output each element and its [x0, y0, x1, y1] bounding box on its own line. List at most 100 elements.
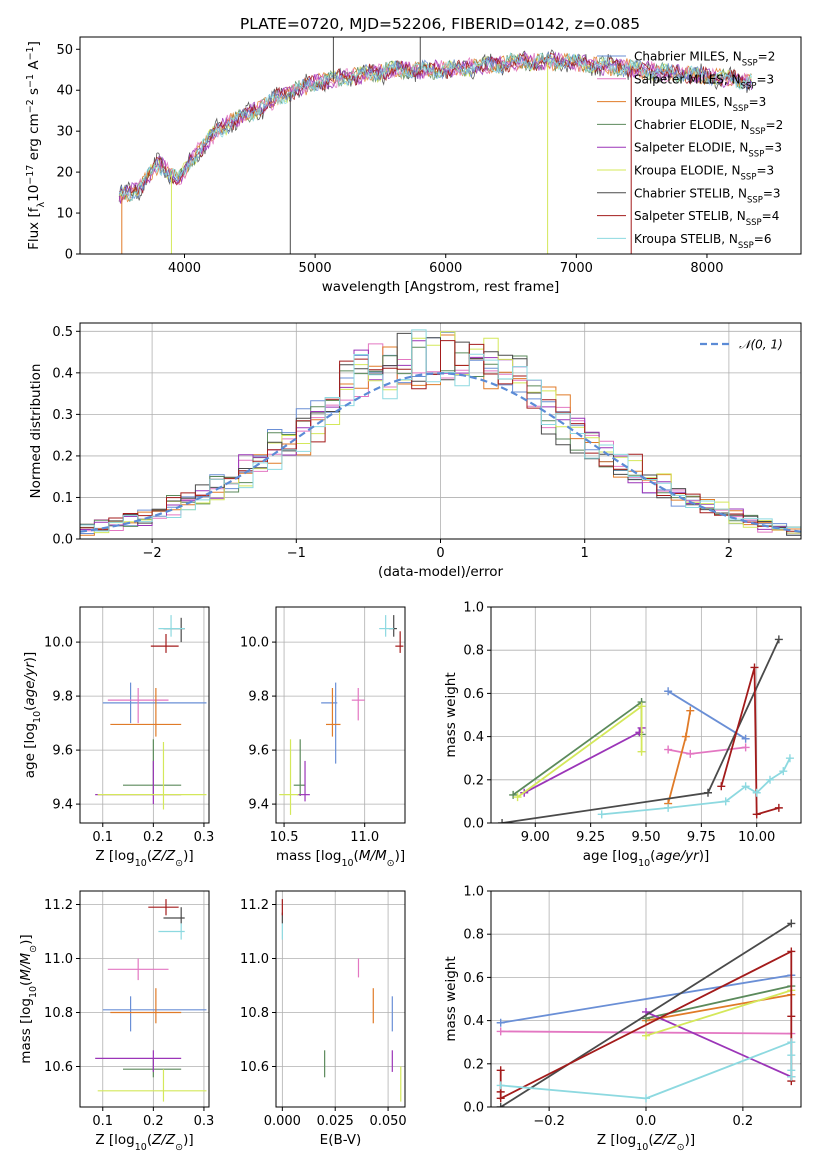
marker-kroupa_elodie — [637, 747, 646, 756]
x-tick-label: 0.3 — [194, 830, 215, 845]
y-tick-label: 9.8 — [52, 690, 73, 705]
marker-kroupa_stelib — [779, 767, 788, 776]
x-tick-label: 7000 — [560, 261, 593, 276]
legend-label: Salpeter ELODIE, NSSP=3 — [634, 141, 782, 160]
marker-kroupa_stelib — [785, 754, 794, 763]
y-tick-label: 40 — [56, 84, 73, 99]
x-axis-label: Z [log10(Z/Z⊙)] — [95, 1132, 193, 1153]
marker-salpeter_stelib — [752, 810, 761, 819]
y-axis-label: Flux [fλ10−17 erg cm−2 s−1 A−1] — [25, 41, 47, 250]
panel-mass_age: 10.5 11.0 9.4 9.6 9.8 10.0 mass [log10(M/M⊙)] — [240, 606, 406, 869]
marker-salpeter_stelib — [750, 663, 759, 672]
x-axis-label: E(B-V) — [320, 1132, 362, 1148]
x-tick-label: 0.050 — [369, 1114, 406, 1129]
axes-frame — [275, 606, 406, 824]
marker-chabrier_miles — [741, 734, 750, 743]
y-tick-label: 10.8 — [44, 1006, 73, 1021]
x-tick-label: 0.2 — [733, 1114, 754, 1129]
y-tick-label: 10.0 — [44, 636, 73, 651]
series-chabrier_stelib — [500, 922, 792, 1107]
x-tick-label: 4000 — [168, 261, 201, 276]
axes-frame — [79, 606, 210, 824]
axes-frame — [490, 890, 802, 1108]
x-tick-label: −1 — [287, 546, 306, 561]
histograms — [80, 329, 801, 536]
x-tick-label: 0.000 — [264, 1114, 301, 1129]
series-kroupa_elodie — [517, 704, 643, 798]
marker-kroupa_stelib — [642, 1094, 650, 1103]
series-chabrier_miles — [667, 690, 747, 740]
x-tick-label: 0.025 — [317, 1114, 354, 1129]
y-tick-label: 11.2 — [240, 898, 269, 913]
series-chabrier_miles — [500, 974, 792, 1024]
y-tick-label: 9.4 — [52, 798, 73, 813]
y-tick-label: 0.6 — [463, 687, 484, 702]
y-tick-label: 10.8 — [240, 1006, 269, 1021]
x-tick-label: 10.00 — [738, 830, 775, 845]
x-axis-label: wavelength [Angstrom, rest frame] — [322, 279, 560, 295]
y-tick-label: 50 — [56, 43, 73, 58]
legend: Chabrier MILES, NSSP=2 Salpeter MILES, NS… — [597, 50, 783, 251]
points — [95, 615, 207, 810]
histogram-salpeter_stelib — [80, 340, 801, 532]
y-tick-label: 9.8 — [248, 690, 269, 705]
y-tick-label: 0.5 — [52, 325, 73, 340]
marker-salpeter_miles — [686, 749, 695, 758]
marker-chabrier_miles — [496, 1018, 505, 1027]
marker-salpeter_miles — [741, 743, 750, 752]
series-kroupa_miles — [667, 710, 692, 804]
y-tick-label: 9.4 — [248, 798, 269, 813]
marker-kroupa_miles — [681, 732, 690, 741]
marker-chabrier_stelib — [774, 635, 783, 644]
y-tick-label: 0.4 — [463, 1014, 484, 1029]
x-tick-label: 0.1 — [92, 1114, 113, 1129]
marker-kroupa_stelib — [787, 1051, 796, 1060]
marker-salpeter_stelib — [774, 803, 783, 812]
y-tick-label: 0.2 — [463, 773, 484, 788]
y-tick-label: 30 — [56, 125, 73, 140]
series-salpeter_stelib — [720, 667, 780, 816]
series-salpeter_elodie — [645, 1011, 792, 1078]
legend-label: Salpeter STELIB, NSSP=4 — [634, 209, 779, 228]
y-tick-label: 0.2 — [52, 449, 73, 464]
x-tick-label: 10.5 — [270, 830, 299, 845]
marker-kroupa_stelib — [741, 782, 750, 791]
x-axis-label: Z [log10(Z/Z⊙)] — [95, 848, 193, 869]
y-tick-label: 11.2 — [44, 898, 73, 913]
marker-chabrier_stelib — [498, 819, 507, 823]
x-tick-label: 0.2 — [143, 1114, 164, 1129]
histogram-kroupa_stelib — [80, 329, 801, 532]
panel-weight_age: 9.00 9.25 9.50 9.75 10.00 0.0 0.2 0.4 0.6 0.8 1.0 a… — [443, 601, 802, 869]
marker-salpeter_stelib — [787, 947, 796, 956]
panel-z_age: 0.1 0.2 0.3 9.4 9.6 9.8 10.0 Z [log10(Z/Z⊙)] age… — [22, 606, 215, 869]
marker-kroupa_stelib — [766, 775, 774, 784]
x-axis-label: Z [log10(Z/Z⊙)] — [597, 1132, 695, 1153]
y-tick-label: 20 — [56, 166, 73, 181]
axes-frame — [490, 606, 802, 824]
x-tick-label: 9.75 — [687, 830, 716, 845]
y-tick-label: 0.8 — [463, 644, 484, 659]
points — [279, 615, 404, 815]
x-tick-label: 9.00 — [521, 830, 550, 845]
marker-kroupa_stelib — [787, 1038, 796, 1047]
y-tick-label: 0.4 — [52, 366, 73, 381]
marker-salpeter_stelib — [717, 782, 726, 791]
x-tick-label: 11.0 — [350, 830, 379, 845]
y-axis-label: mass [log10(M/M⊙)] — [18, 934, 39, 1063]
axes-frame — [275, 890, 406, 1108]
x-tick-label: 0.0 — [636, 1114, 657, 1129]
series-salpeter_elodie — [523, 727, 643, 794]
marker-chabrier_stelib — [787, 919, 796, 928]
marker-chabrier_elodie — [509, 790, 518, 799]
marker-kroupa_stelib — [597, 810, 606, 819]
x-tick-label: 8000 — [690, 261, 723, 276]
y-tick-label: 1.0 — [463, 601, 484, 616]
marker-kroupa_stelib — [787, 1072, 796, 1081]
y-axis-label: age [log10(age/yr)] — [22, 652, 43, 778]
marker-chabrier_miles — [664, 687, 673, 696]
y-tick-label: 10.6 — [44, 1060, 73, 1075]
marker-salpeter_stelib — [496, 1066, 505, 1075]
x-tick-label: 0.3 — [194, 1114, 215, 1129]
x-tick-label: −2 — [143, 546, 162, 561]
